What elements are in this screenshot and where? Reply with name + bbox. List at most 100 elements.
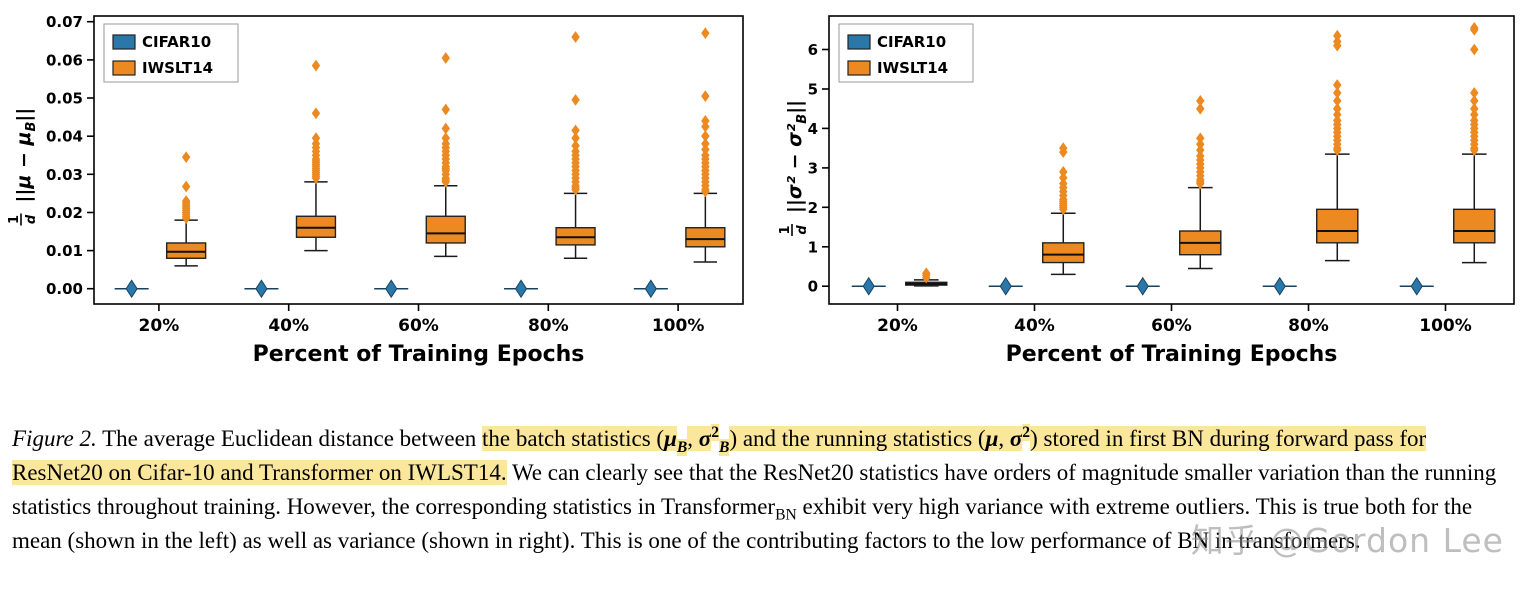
svg-text:5: 5 xyxy=(808,81,818,99)
variance-distance-boxplot-chart: 0 1 2 3 4 5 6 20% 40% 60% 80% 100% Percent of Traini… xyxy=(778,15,1515,367)
outlier-marker xyxy=(571,139,580,152)
svg-text:0.05: 0.05 xyxy=(46,90,83,108)
outlier-marker xyxy=(311,59,321,72)
outlier-marker xyxy=(1059,165,1068,178)
outlier-marker xyxy=(1196,138,1205,151)
caption-segment: 2 xyxy=(1022,424,1031,442)
outlier-marker xyxy=(1470,114,1479,127)
x-axis-title: Percent of Training Epochs xyxy=(253,342,585,367)
svg-text:0.07: 0.07 xyxy=(46,13,83,31)
outlier-marker xyxy=(1470,43,1479,56)
plot-frame xyxy=(93,15,744,305)
svg-text:3: 3 xyxy=(808,159,818,177)
outlier-marker xyxy=(571,132,580,144)
outlier-marker xyxy=(1196,144,1205,156)
box xyxy=(425,215,466,244)
svg-text:0.02: 0.02 xyxy=(46,204,83,222)
outlier-marker xyxy=(1333,108,1342,121)
flat-box-marker xyxy=(1136,276,1149,296)
outlier-marker xyxy=(1196,102,1205,115)
outlier-marker xyxy=(1059,142,1068,155)
box xyxy=(1316,208,1359,244)
y-axis-title: 1 d ||σ² − σ²B|| xyxy=(778,100,810,236)
figure-caption: Figure 2. The average Euclidean distance… xyxy=(12,422,1512,558)
outlier-marker xyxy=(311,107,321,120)
svg-text:40%: 40% xyxy=(1014,316,1055,336)
caption-segment: , xyxy=(998,426,1010,451)
svg-text:||σ² − σ²B||: ||σ² − σ²B|| xyxy=(784,100,810,213)
outlier-marker xyxy=(181,151,191,163)
outlier-marker xyxy=(1333,79,1342,91)
series-cifar10 xyxy=(114,279,668,299)
y-axis: 0 1 2 3 4 5 6 xyxy=(808,41,829,296)
legend: CIFAR10 IWSLT14 xyxy=(103,23,239,83)
x-axis: 20% 40% 60% 80% 100% Percent of Training Epoc… xyxy=(877,304,1472,367)
legend-label: CIFAR10 xyxy=(142,33,211,51)
svg-text:0.06: 0.06 xyxy=(46,51,83,69)
box xyxy=(685,227,726,248)
flat-box-marker xyxy=(514,279,528,299)
svg-text:60%: 60% xyxy=(1151,316,1192,336)
outlier-marker xyxy=(1196,150,1205,162)
watermark: 知乎 @Gordon Lee xyxy=(1190,521,1504,560)
outlier-marker xyxy=(441,103,450,116)
flat-box-marker xyxy=(1410,276,1423,296)
outlier-marker xyxy=(1333,87,1342,99)
svg-text:1: 1 xyxy=(778,225,793,234)
outlier-marker xyxy=(1470,87,1479,99)
outlier-marker xyxy=(1196,132,1205,145)
caption-segment: ) and the running statistics ( xyxy=(729,426,986,451)
legend-label: IWSLT14 xyxy=(142,59,213,77)
legend-label: IWSLT14 xyxy=(877,59,948,77)
flat-box-marker xyxy=(999,276,1012,296)
flat-box-marker xyxy=(862,276,875,296)
svg-text:40%: 40% xyxy=(268,316,309,336)
box xyxy=(1453,208,1496,244)
svg-text:1: 1 xyxy=(808,238,818,256)
svg-text:20%: 20% xyxy=(877,316,918,336)
caption-segment: Figure 2. xyxy=(12,426,97,451)
mean-distance-boxplot-chart: 0.00 0.01 0.02 0.03 0.04 0.05 0.06 0.07 20% 40% 60… xyxy=(7,13,744,367)
outlier-marker xyxy=(1333,102,1342,115)
series-cifar10 xyxy=(851,276,1434,296)
outlier-marker xyxy=(701,90,710,102)
y-axis-title: 1 d ||μ − μB|| xyxy=(7,108,39,226)
outlier-marker xyxy=(1333,29,1342,42)
svg-text:0.00: 0.00 xyxy=(46,280,83,298)
outlier-marker xyxy=(1059,177,1068,190)
outlier-marker xyxy=(922,267,931,280)
flat-box-marker xyxy=(1273,276,1286,296)
svg-text:0.03: 0.03 xyxy=(46,166,83,184)
outlier-marker xyxy=(1470,108,1479,121)
svg-text:6: 6 xyxy=(808,41,818,59)
flat-box-marker xyxy=(255,279,268,299)
caption-segment: σ xyxy=(1009,426,1023,451)
outlier-marker xyxy=(1196,94,1205,107)
legend-swatch xyxy=(847,34,871,50)
svg-text:0.01: 0.01 xyxy=(46,242,83,260)
legend-swatch xyxy=(112,34,136,50)
outlier-marker xyxy=(1059,171,1068,184)
caption-segment: μ xyxy=(985,426,999,451)
outlier-marker xyxy=(701,130,710,143)
svg-text:60%: 60% xyxy=(398,316,439,336)
caption-segment: BN xyxy=(775,506,797,524)
svg-text:d: d xyxy=(24,214,39,224)
svg-text:80%: 80% xyxy=(528,316,569,336)
plot-frame xyxy=(828,15,1515,305)
outlier-marker xyxy=(441,52,450,64)
outlier-marker xyxy=(181,180,191,193)
outlier-marker xyxy=(311,132,321,144)
caption-segment: , xyxy=(687,426,699,451)
caption-segment: The average Euclidean distance between xyxy=(96,426,483,451)
outlier-marker xyxy=(181,195,191,207)
outlier-marker xyxy=(701,115,710,127)
legend: CIFAR10 IWSLT14 xyxy=(838,23,974,83)
outlier-marker xyxy=(1333,94,1342,107)
caption-segment: B xyxy=(719,438,730,456)
svg-text:d: d xyxy=(795,225,810,235)
box xyxy=(165,242,207,259)
caption-segment: 2 xyxy=(711,424,720,442)
outlier-marker xyxy=(441,122,450,135)
x-axis: 20% 40% 60% 80% 100% Percent of Training Epoc… xyxy=(139,304,704,367)
